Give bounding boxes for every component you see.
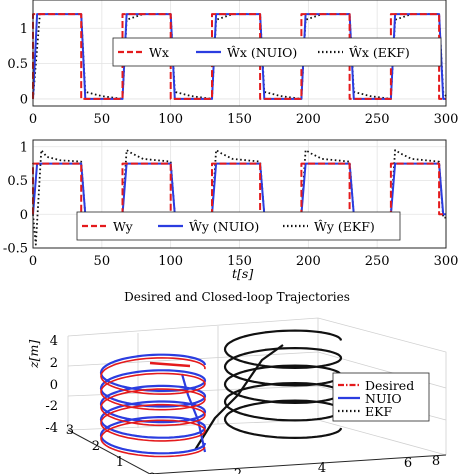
x-tick-label: 200	[296, 112, 321, 127]
legend-box	[76, 211, 401, 241]
x-tick-label: 6	[404, 456, 412, 471]
x-tick-label: 150	[227, 112, 252, 127]
y-tick-label: -0.5	[3, 242, 28, 257]
legend: Desired NUIO EKF	[332, 372, 430, 422]
z-tick-label: 4	[50, 334, 58, 349]
legend-label-wx: Wx	[149, 45, 169, 60]
x-tick-label: 0	[148, 471, 156, 474]
y-tick-label: 0.5	[7, 57, 28, 72]
legend-box	[112, 37, 442, 67]
helix-desired-tail	[149, 361, 191, 368]
legend-label-wx-ekf: Ŵx (EKF)	[349, 45, 410, 60]
legend: Wy Ŵy (NUIO) Ŵy (EKF)	[76, 211, 401, 241]
panel-wx: 0 50 100 150 200 250 300 0 0.5 1 Wx Ŵx (NUIO) Ŵx …	[7, 0, 458, 127]
helix-ekf	[194, 329, 343, 451]
z-tick-label: -2	[45, 399, 58, 414]
legend-label-desired: Desired	[365, 378, 414, 393]
helix-ekf-coil	[223, 329, 343, 439]
x-tick-label: 100	[158, 254, 183, 269]
axes-frame	[32, 0, 447, 107]
legend-label-wx-nuio: Ŵx (NUIO)	[227, 45, 297, 60]
x-tick-label: 200	[296, 254, 321, 269]
x-tick-label: 0	[29, 254, 37, 269]
x-tick-label: 50	[94, 112, 111, 127]
x-axis-label: t[s]	[232, 266, 253, 281]
x-tick-label: 300	[434, 112, 459, 127]
legend: Wx Ŵx (NUIO) Ŵx (EKF)	[112, 37, 442, 67]
y-tick-label: 0.5	[7, 174, 28, 189]
x-tick-label: 250	[365, 254, 390, 269]
y-tick-label: 1	[20, 140, 28, 155]
x-tick-label: 2	[234, 467, 242, 474]
y-tick-label: 3	[66, 423, 74, 438]
x-tick-label: 8	[432, 454, 440, 469]
legend-label-wy-ekf: Ŵy (EKF)	[314, 219, 375, 234]
x-tick-label: 0	[29, 112, 37, 127]
y-tick-label: 2	[92, 439, 100, 454]
x-tick-label: 250	[365, 112, 390, 127]
x-tick-label: 100	[158, 112, 183, 127]
tick-labels: 0 50 100 150 200 250 300 0 0.5 1	[7, 22, 458, 127]
z-tick-label: -4	[45, 421, 58, 436]
panel-3d-trajectories: Desired and Closed-loop Trajectories -4-…	[26, 290, 447, 474]
legend-label-wy: Wy	[113, 219, 134, 234]
tick-labels: -4 -2 0 2 4 1 2 3 0 2 4 6 8	[45, 334, 440, 474]
3d-floor-axes	[67, 429, 447, 474]
y-tick-label: 0	[20, 208, 28, 223]
x-tick-label: 50	[94, 254, 111, 269]
tick-labels: 0 50 100 150 200 250 300-0.500.51	[3, 140, 458, 269]
helix-desired-coil	[100, 357, 206, 458]
y-tick-label: 0	[20, 92, 28, 107]
axes-frame	[32, 139, 447, 249]
z-axis-label: z[m]	[26, 340, 41, 369]
z-tick-label: 0	[50, 378, 58, 393]
x-tick-label: 4	[318, 461, 326, 474]
legend-label-ekf: EKF	[365, 404, 392, 419]
panel-wy: 0 50 100 150 200 250 300-0.500.51 Wy Ŵy (NUIO)…	[3, 139, 458, 281]
legend-label-wy-nuio: Ŵy (NUIO)	[189, 219, 259, 234]
helix-ekf-transition	[194, 344, 284, 451]
z-tick-label: 2	[50, 356, 58, 371]
y-tick-label: 1	[116, 455, 124, 470]
x-tick-label: 150	[227, 254, 252, 269]
y-tick-label: 1	[20, 22, 28, 37]
chart-title: Desired and Closed-loop Trajectories	[124, 290, 350, 304]
legend-label-nuio: NUIO	[365, 391, 402, 406]
helix-desired	[100, 357, 206, 458]
helix-desired-tail	[149, 361, 191, 368]
x-tick-label: 300	[434, 254, 459, 269]
